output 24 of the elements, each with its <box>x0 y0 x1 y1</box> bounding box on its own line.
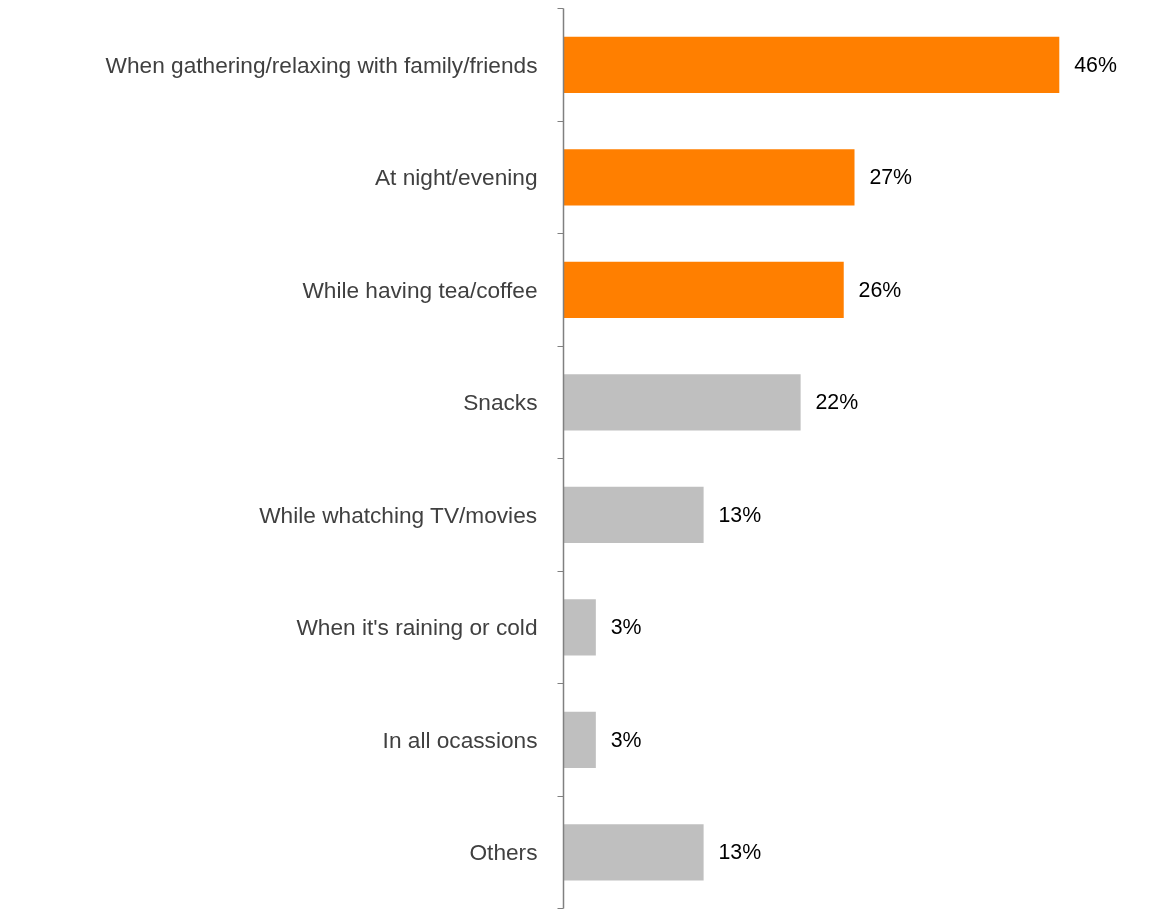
y-tick-label: While having tea/coffee <box>302 276 538 303</box>
data-label: 46% <box>1074 52 1117 77</box>
bar <box>563 374 801 431</box>
bar <box>563 824 704 881</box>
data-label: 26% <box>858 277 902 302</box>
data-label: 13% <box>718 840 762 865</box>
data-label: 27% <box>869 165 913 190</box>
data-label: 3% <box>610 615 642 640</box>
data-label: 22% <box>815 390 859 415</box>
bar <box>563 149 855 206</box>
bar <box>563 599 596 656</box>
y-tick-label: While whatching TV/movies <box>259 501 538 528</box>
y-tick-label: When it's raining or cold <box>296 614 538 641</box>
bar <box>563 711 596 768</box>
data-label: 13% <box>718 502 762 527</box>
bar <box>563 36 1060 93</box>
bar <box>563 486 704 543</box>
data-label: 3% <box>610 727 642 752</box>
bar <box>563 261 844 318</box>
y-tick-label: Others <box>469 839 538 866</box>
y-tick-label: In all ocassions <box>382 726 538 753</box>
y-tick-label: When gathering/relaxing with family/friends <box>105 51 538 78</box>
y-tick-label: Snacks <box>463 389 538 416</box>
y-tick-label: At night/evening <box>375 164 538 191</box>
